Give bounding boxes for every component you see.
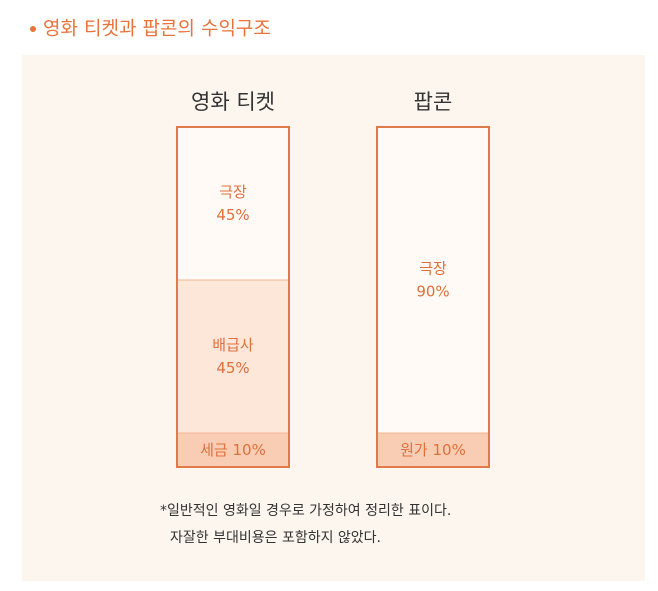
- bar-outline: [176, 126, 290, 468]
- x-category-label: 팝콘: [414, 90, 453, 114]
- bar-outline: [376, 126, 490, 468]
- title-bullet: [30, 26, 36, 32]
- segment-name: 극장: [219, 183, 247, 201]
- note: *일반적인 영화일 경우로 가정하여 정리한 표이다.: [160, 503, 451, 519]
- bar-segment: [377, 127, 489, 433]
- segment-value: 10%: [433, 441, 466, 459]
- segment-name: 세금: [200, 441, 228, 459]
- bar-segment: [177, 433, 289, 467]
- segment-value: 45%: [216, 206, 249, 224]
- segment-name: 원가: [400, 441, 428, 459]
- segment-name: 극장: [419, 260, 447, 278]
- bar-segment: [177, 127, 289, 280]
- segment-value: 45%: [216, 359, 249, 377]
- segment-name: 배급사: [212, 336, 254, 354]
- segment-value: 90%: [416, 283, 449, 301]
- x-category-label: 영화 티켓: [191, 90, 275, 114]
- panel: [22, 55, 645, 581]
- bar-segment: [377, 433, 489, 467]
- segment-label: 원가 10%: [400, 441, 466, 459]
- segment-value: 10%: [233, 441, 266, 459]
- segment-label: 세금 10%: [200, 441, 266, 459]
- note: 자잘한 부대비용은 포함하지 않았다.: [170, 530, 381, 546]
- bar-segment: [177, 280, 289, 433]
- chart-title: 영화 티켓과 팝콘의 수익구조: [43, 18, 271, 40]
